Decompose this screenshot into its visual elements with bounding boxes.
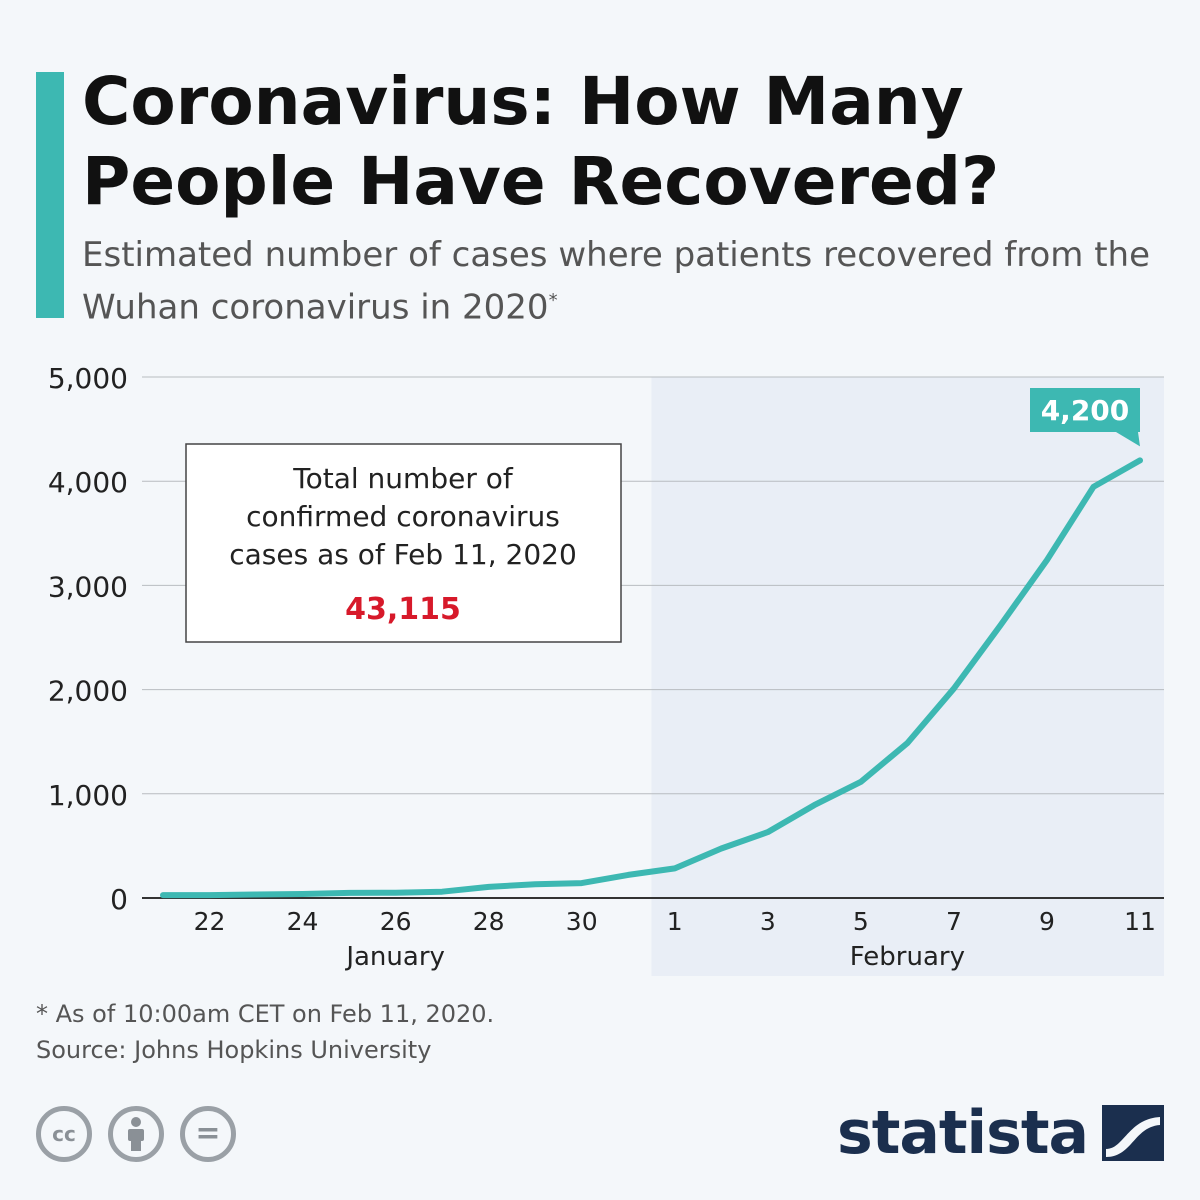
callout-text: Total number of <box>292 462 514 495</box>
y-tick-label: 0 <box>110 883 128 916</box>
footnote-source: Source: Johns Hopkins University <box>36 1036 432 1064</box>
by-attribution-icon <box>108 1106 164 1162</box>
series-line <box>160 457 1143 899</box>
footnote-note: * As of 10:00am CET on Feb 11, 2020. <box>36 1000 495 1028</box>
nd-icon-text: = <box>195 1116 221 1151</box>
subtitle-text: Estimated number of cases where patients… <box>82 235 1151 328</box>
end-label: 4,200 <box>1041 394 1130 427</box>
february-band <box>651 377 1164 976</box>
accent-bar <box>36 72 64 318</box>
x-tick-label: 24 <box>287 907 319 936</box>
brand-name: statista <box>836 1098 1089 1168</box>
x-tick-label: 1 <box>667 907 683 936</box>
x-tick-label: 30 <box>566 907 598 936</box>
callout-box <box>185 443 622 643</box>
x-tick-label: 5 <box>853 907 869 936</box>
cc-icon-text: cc <box>52 1122 76 1146</box>
y-tick-label: 4,000 <box>48 466 128 499</box>
x-tick-label: 22 <box>194 907 226 936</box>
brand: statista <box>837 1098 1164 1168</box>
y-tick-label: 3,000 <box>48 570 128 603</box>
x-tick-label: 26 <box>380 907 412 936</box>
end-label-box <box>1030 388 1140 447</box>
x-tick-label: 7 <box>946 907 962 936</box>
callout-text: cases as of Feb 11, 2020 <box>229 538 577 571</box>
footnote: * As of 10:00am CET on Feb 11, 2020. Sou… <box>36 996 494 1068</box>
x-tick-label: 3 <box>760 907 776 936</box>
x-tick-label: 11 <box>1124 907 1156 936</box>
callout-value: 43,115 <box>345 592 461 627</box>
subtitle-footnote-mark: * <box>548 290 558 311</box>
x-group-label: February <box>850 942 965 972</box>
x-group-label: January <box>344 942 445 972</box>
chart-subtitle: Estimated number of cases where patients… <box>82 232 1172 330</box>
license-badges: cc = <box>36 1106 236 1162</box>
cc-icon: cc <box>36 1106 92 1162</box>
x-tick-label: 9 <box>1039 907 1055 936</box>
callout-text: confirmed coronavirus <box>246 500 560 533</box>
no-derivatives-icon: = <box>180 1106 236 1162</box>
y-tick-label: 5,000 <box>48 362 128 395</box>
x-tick-label: 28 <box>473 907 505 936</box>
y-tick-label: 1,000 <box>48 779 128 812</box>
y-tick-label: 2,000 <box>48 675 128 708</box>
line-chart: 0 1,000 2,000 3,000 4,000 5,000 22 24 26 28 30 1 3 5… <box>48 362 1164 976</box>
chart-title: Coronavirus: How Many People Have Recove… <box>82 63 1000 220</box>
statista-logo-icon <box>1102 1105 1164 1161</box>
person-icon <box>128 1117 144 1151</box>
